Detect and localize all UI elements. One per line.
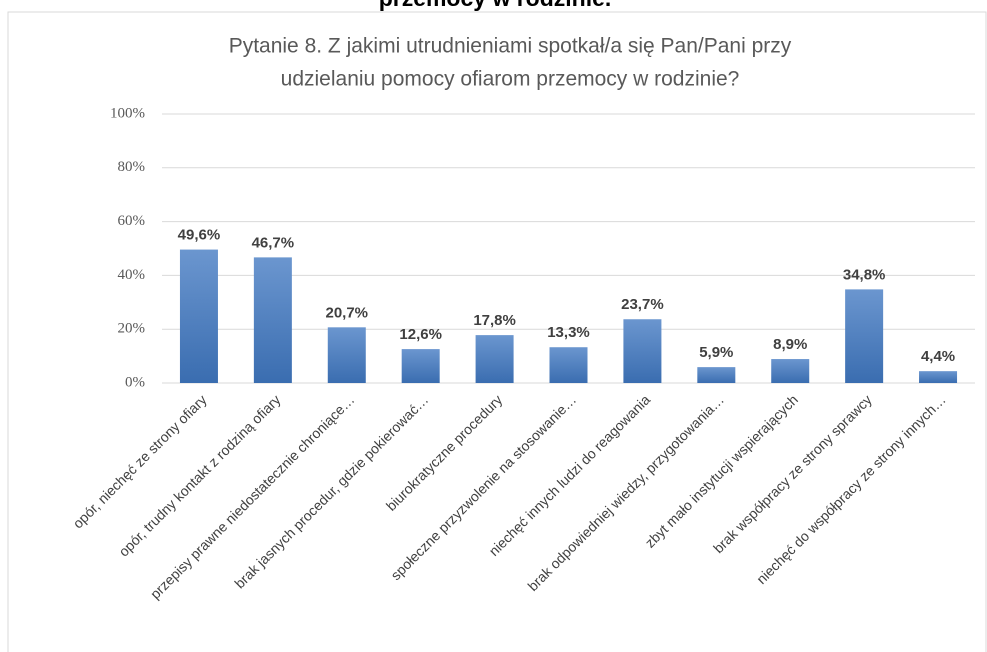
value-label: 46,7% xyxy=(252,234,295,251)
value-label: 13,3% xyxy=(547,324,590,341)
bar xyxy=(697,367,736,383)
value-label: 17,8% xyxy=(473,312,516,329)
bar xyxy=(253,257,292,383)
value-label: 12,6% xyxy=(399,326,442,343)
value-label: 34,8% xyxy=(843,266,886,283)
y-tick-label: 40% xyxy=(118,267,146,283)
chart-frame xyxy=(7,11,987,652)
value-label: 23,7% xyxy=(621,296,664,313)
value-label: 49,6% xyxy=(178,227,221,244)
bar xyxy=(549,347,588,383)
bar xyxy=(401,349,440,383)
value-label: 4,4% xyxy=(921,348,955,365)
y-tick-label: 0% xyxy=(125,374,145,390)
chart-title: udzielaniu pomocy ofiarom przemocy w rod… xyxy=(281,68,740,91)
value-label: 5,9% xyxy=(699,344,733,361)
heading: przemocy w rodzinie. xyxy=(379,0,612,11)
y-tick-label: 60% xyxy=(118,213,146,229)
bar xyxy=(771,359,810,383)
bar xyxy=(845,289,884,383)
bar xyxy=(179,249,218,383)
value-label: 8,9% xyxy=(773,336,807,353)
bar xyxy=(327,327,366,383)
bar xyxy=(919,371,958,383)
bar xyxy=(623,319,662,383)
chart-title: Pytanie 8. Z jakimi utrudnieniami spotka… xyxy=(229,35,792,58)
y-tick-label: 80% xyxy=(118,159,146,175)
value-label: 20,7% xyxy=(325,304,368,321)
y-tick-label: 100% xyxy=(110,105,145,121)
bar xyxy=(475,335,514,383)
y-tick-label: 20% xyxy=(118,321,146,337)
